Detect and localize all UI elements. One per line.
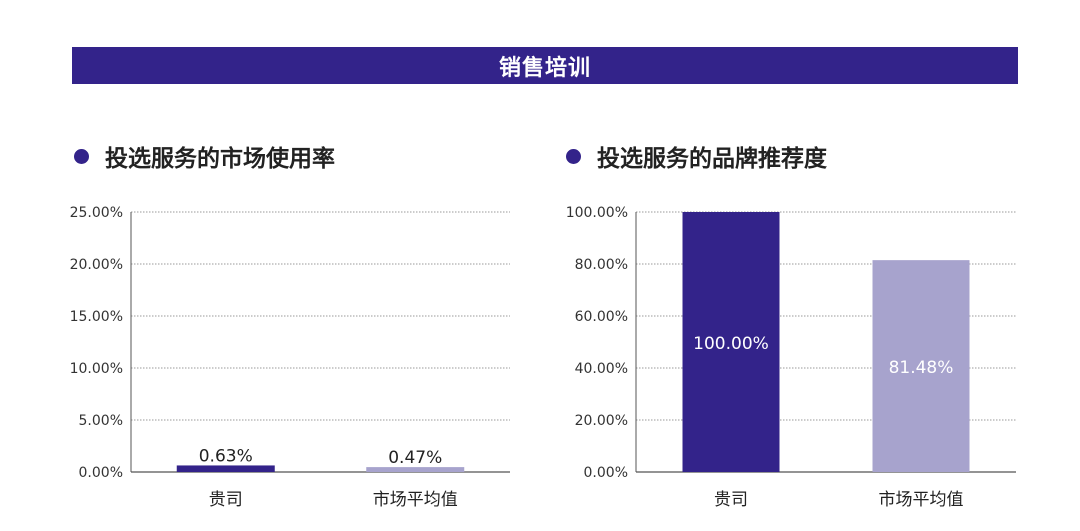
chart-title-usage: 投选服务的市场使用率	[105, 146, 335, 172]
bullet-dot-icon	[74, 148, 89, 164]
x-tick-label: 贵司	[209, 490, 243, 510]
y-tick-label: 0.00%	[79, 465, 123, 481]
data-label: 100.00%	[693, 334, 769, 354]
bar-1	[682, 212, 780, 472]
chart-heading-usage: 投选服务的市场使用率	[74, 141, 335, 172]
data-label: 81.48%	[889, 358, 954, 378]
y-tick-label: 60.00%	[575, 309, 628, 325]
y-tick-label: 10.00%	[70, 361, 123, 377]
y-tick-label: 20.00%	[70, 257, 123, 273]
y-tick-label: 15.00%	[70, 309, 123, 325]
bar-2	[366, 467, 465, 472]
x-tick-label: 贵司	[714, 490, 748, 510]
banner-title: 销售培训	[498, 55, 591, 81]
x-tick-label: 市场平均值	[879, 490, 964, 510]
y-tick-label: 80.00%	[575, 257, 628, 273]
bullet-dot-icon	[566, 148, 581, 164]
bar-1	[176, 465, 275, 472]
y-tick-label: 100.00%	[566, 205, 628, 221]
y-tick-label: 20.00%	[575, 413, 628, 429]
chart-heading-recommend: 投选服务的品牌推荐度	[566, 141, 827, 172]
usage-rate-chart: 0.00% 5.00% 10.00% 15.00% 20.00% 25.00% 0.63% 贵…	[70, 205, 510, 510]
y-tick-label: 0.00%	[584, 465, 628, 481]
y-tick-label: 25.00%	[70, 205, 123, 221]
y-tick-label: 40.00%	[575, 361, 628, 377]
recommendation-chart: 0.00% 20.00% 40.00% 60.00% 80.00% 100.00% 100.…	[566, 205, 1016, 510]
x-tick-label: 市场平均值	[373, 490, 458, 510]
y-tick-label: 5.00%	[79, 413, 123, 429]
chart-title-recommend: 投选服务的品牌推荐度	[597, 146, 827, 172]
data-label: 0.63%	[199, 446, 253, 466]
section-banner: 销售培训	[72, 47, 1018, 84]
data-label: 0.47%	[388, 448, 442, 468]
bar-2	[872, 260, 970, 472]
